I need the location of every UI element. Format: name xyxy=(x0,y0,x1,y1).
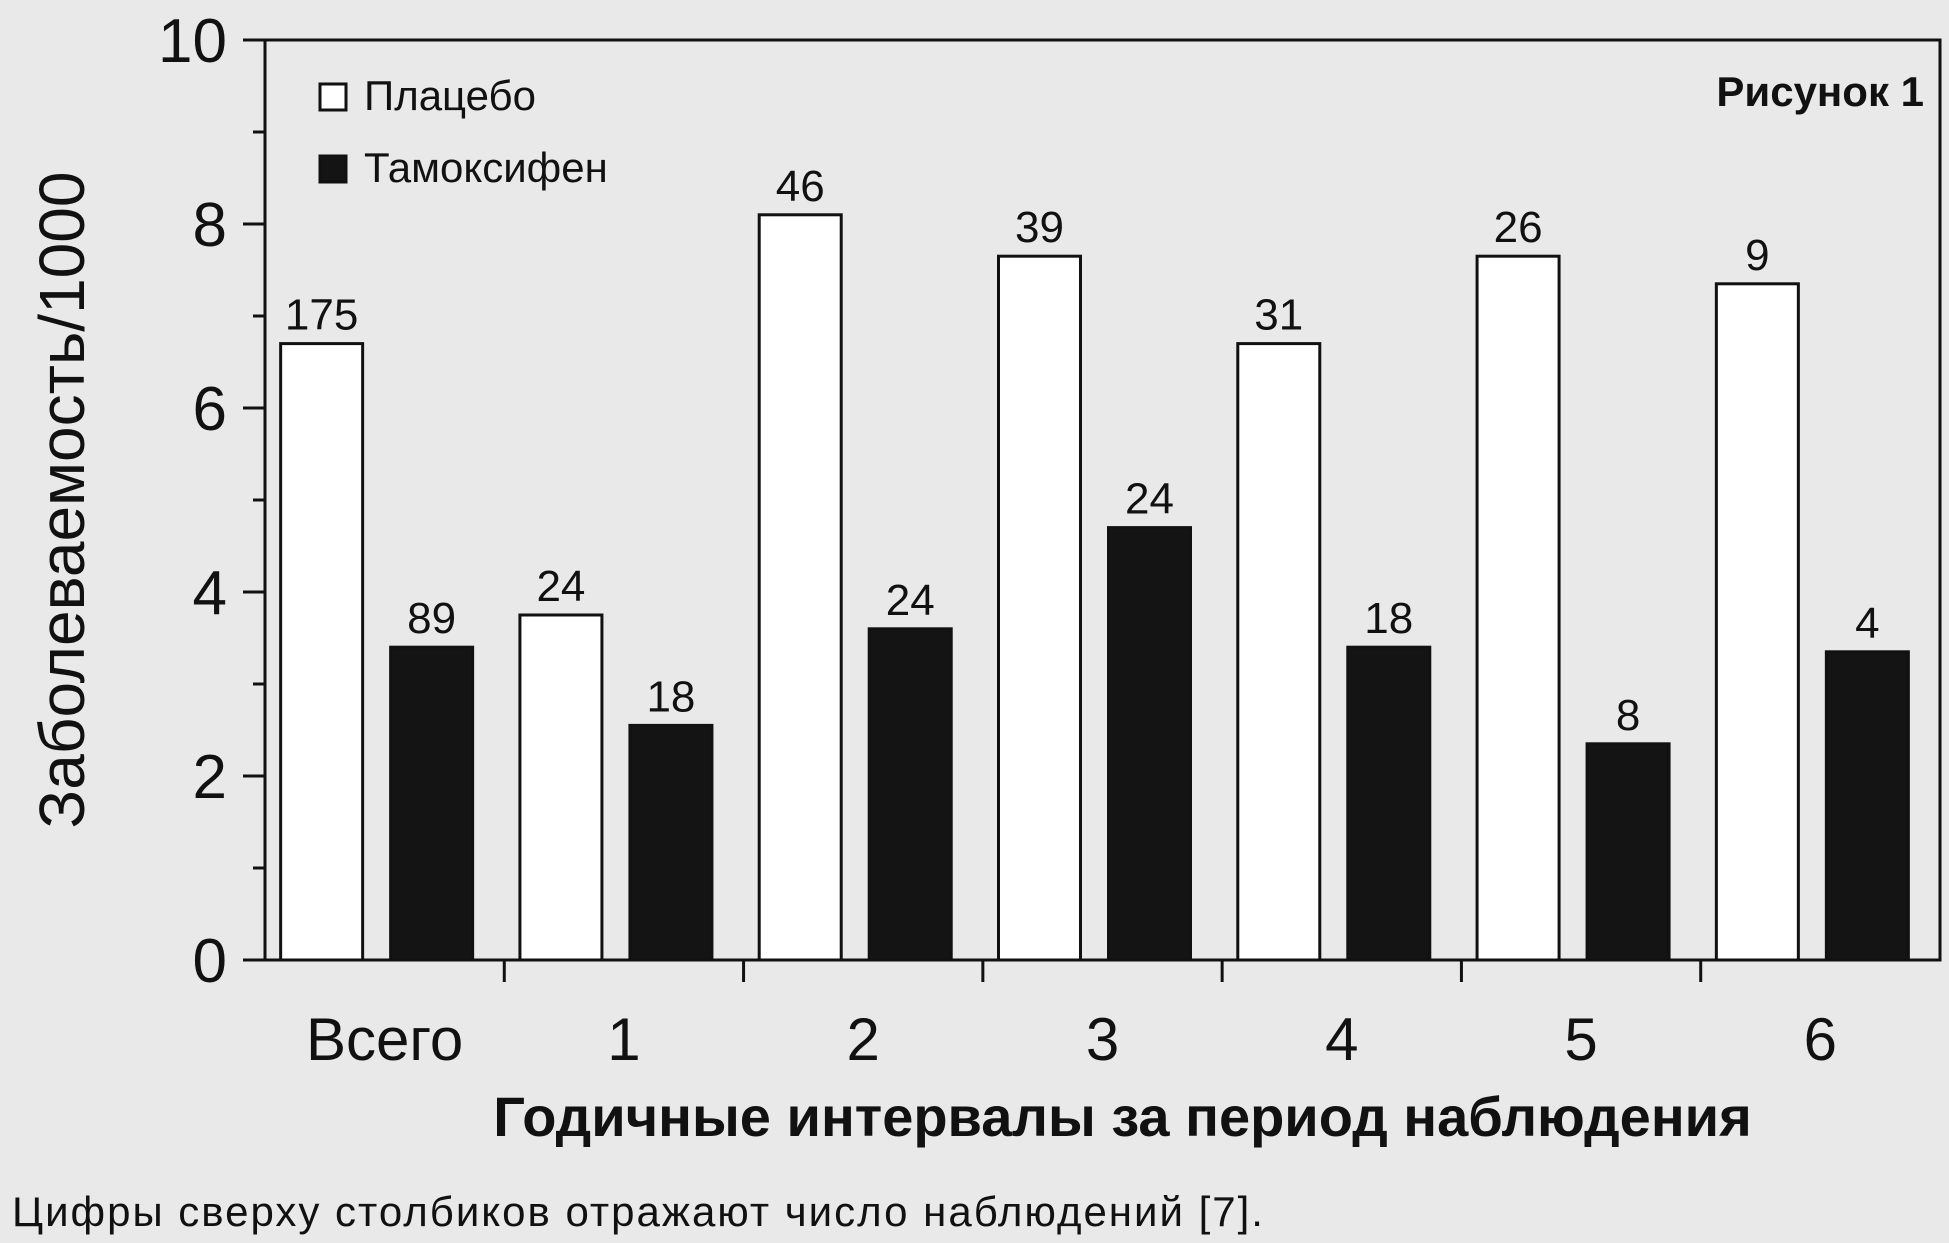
bar-count-label: 31 xyxy=(1254,291,1303,340)
bar-count-label: 24 xyxy=(1125,475,1174,524)
bar-tamoxifen xyxy=(1824,650,1910,962)
bar-tamoxifen xyxy=(1346,645,1432,962)
bar-count-label: 18 xyxy=(646,672,695,721)
bar-tamoxifen xyxy=(867,627,953,962)
x-tick-label: 6 xyxy=(1804,1006,1837,1073)
bar-count-label: 26 xyxy=(1494,203,1543,252)
x-tick-label: Всего xyxy=(306,1006,463,1073)
bar-tamoxifen xyxy=(389,645,475,962)
y-tick-label: 4 xyxy=(193,559,227,628)
bar-placebo xyxy=(997,254,1082,962)
bar-count-label: 39 xyxy=(1015,203,1064,252)
y-tick-label: 2 xyxy=(193,743,227,812)
x-tick-label: 3 xyxy=(1086,1006,1119,1073)
bar-tamoxifen xyxy=(1107,526,1192,962)
chart-title: Рисунок 1 xyxy=(1716,68,1924,115)
bar-placebo xyxy=(1714,282,1800,962)
bar-tamoxifen xyxy=(1585,742,1671,962)
chart-caption: Цифры сверху столбиков отражают число на… xyxy=(12,1188,1265,1235)
bar-placebo xyxy=(1236,342,1322,962)
bar-tamoxifen xyxy=(628,723,714,962)
bar-count-label: 18 xyxy=(1364,594,1413,643)
legend-swatch-tamoxifen xyxy=(318,154,348,184)
bar-placebo xyxy=(1475,254,1561,962)
y-tick-label: 0 xyxy=(193,927,227,996)
bar-placebo xyxy=(518,613,604,962)
legend-label-placebo: Плацебо xyxy=(364,72,536,119)
y-tick-label: 10 xyxy=(158,7,227,76)
bar-count-label: 46 xyxy=(776,162,825,211)
x-tick-label: 1 xyxy=(607,1006,640,1073)
legend-label-tamoxifen: Тамоксифен xyxy=(364,144,608,191)
bar-count-label: 175 xyxy=(285,291,358,340)
x-tick-label: 4 xyxy=(1325,1006,1358,1073)
x-tick-label: 5 xyxy=(1564,1006,1597,1073)
y-tick-label: 8 xyxy=(193,191,227,260)
bar-count-label: 8 xyxy=(1616,691,1640,740)
y-axis-label: Заболеваемость/1000 xyxy=(26,172,98,829)
bar-count-label: 24 xyxy=(886,576,935,625)
bar-count-label: 9 xyxy=(1745,231,1769,280)
bar-placebo xyxy=(279,342,365,962)
bar-count-label: 89 xyxy=(407,594,456,643)
y-tick-label: 6 xyxy=(193,375,227,444)
bar-count-label: 24 xyxy=(536,562,585,611)
bar-count-label: 4 xyxy=(1855,599,1879,648)
x-tick-label: 2 xyxy=(847,1006,880,1073)
x-axis-label: Годичные интервалы за период наблюдения xyxy=(493,1085,1752,1148)
legend-swatch-placebo xyxy=(318,82,348,112)
bar-placebo xyxy=(757,213,843,962)
bar-chart: 0246810Заболеваемость/1000Всего175891241… xyxy=(26,7,1942,1148)
